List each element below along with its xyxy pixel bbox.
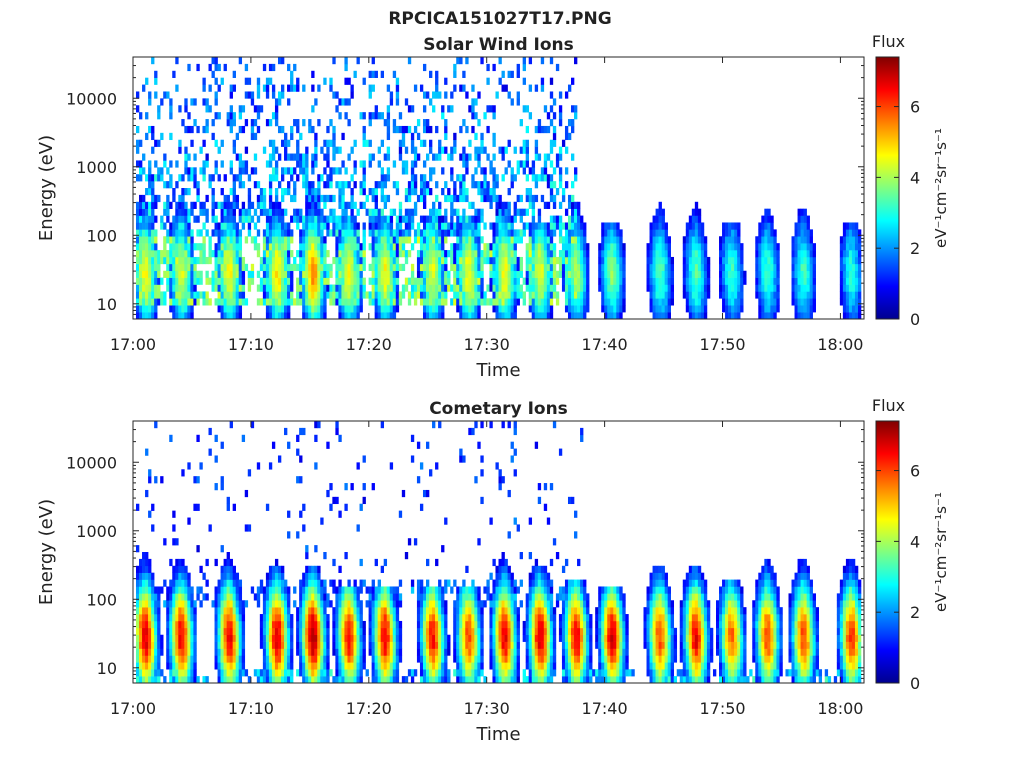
x-tick-label: 17:20 — [346, 699, 392, 718]
panel-1: Cometary Ions 17:00 17:10 17:20 17:30 17:40 17… — [36, 396, 950, 745]
x-tick-label: 17:50 — [699, 699, 745, 718]
colorbar-label: eV⁻¹cm⁻²sr⁻¹s⁻¹ — [932, 128, 950, 248]
y-axis-label: Energy (eV) — [36, 135, 57, 241]
panel-title: Solar Wind Ions — [423, 35, 574, 55]
x-tick-label: 17:30 — [464, 335, 510, 354]
colorbar-tick-label: 4 — [910, 168, 920, 187]
colorbar-tick-label: 0 — [910, 674, 920, 693]
x-tick-label: 17:10 — [228, 335, 274, 354]
colorbar-tick-label: 6 — [910, 98, 920, 117]
colorbar-tick-label: 6 — [910, 462, 920, 481]
colorbar-tick-label: 4 — [910, 532, 920, 551]
panel-0: Solar Wind Ions 17:00 17:10 17:20 17:30 17:40… — [36, 32, 950, 381]
y-tick-label: 10000 — [66, 89, 117, 108]
x-axis-label: Time — [475, 360, 520, 381]
x-tick-label: 17:50 — [699, 335, 745, 354]
colorbar-title: Flux — [872, 32, 905, 51]
x-tick-label: 18:00 — [817, 699, 863, 718]
x-tick-label: 17:40 — [582, 335, 628, 354]
colorbar: 0 2 4 6 Flux eV⁻¹cm⁻²sr⁻¹s⁻¹ — [872, 396, 950, 693]
x-tick-label: 17:10 — [228, 699, 274, 718]
plot-frame — [132, 56, 865, 320]
colorbar-title: Flux — [872, 396, 905, 415]
y-tick-label: 100 — [86, 226, 117, 245]
y-tick-label: 10 — [97, 659, 117, 678]
x-tick-label: 17:30 — [464, 699, 510, 718]
colorbar: 0 2 4 6 Flux eV⁻¹cm⁻²sr⁻¹s⁻¹ — [872, 32, 950, 329]
y-tick-label: 10000 — [66, 453, 117, 472]
spectrogram — [136, 57, 862, 320]
y-tick-label: 1000 — [76, 522, 117, 541]
panel-title: Cometary Ions — [429, 399, 568, 419]
y-tick-label: 100 — [86, 590, 117, 609]
x-tick-label: 17:40 — [582, 699, 628, 718]
x-tick-label: 17:20 — [346, 335, 392, 354]
x-axis-label: Time — [475, 724, 520, 745]
x-tick-label: 17:00 — [110, 335, 156, 354]
plot-frame — [132, 420, 865, 684]
y-tick-label: 10 — [97, 295, 117, 314]
x-tick-label: 17:00 — [110, 699, 156, 718]
colorbar-tick-label: 2 — [910, 239, 920, 258]
x-tick-label: 18:00 — [817, 335, 863, 354]
figure-title: RPCICA151027T17.PNG — [388, 9, 611, 29]
y-tick-label: 1000 — [76, 158, 117, 177]
spectrogram — [136, 421, 862, 684]
colorbar-tick-label: 2 — [910, 603, 920, 622]
y-axis-label: Energy (eV) — [36, 499, 57, 605]
colorbar-label: eV⁻¹cm⁻²sr⁻¹s⁻¹ — [932, 492, 950, 612]
colorbar-tick-label: 0 — [910, 310, 920, 329]
